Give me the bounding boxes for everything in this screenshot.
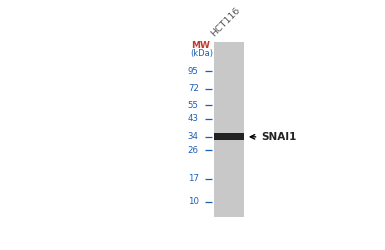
Text: 43: 43 [188, 114, 199, 124]
Text: SNAI1: SNAI1 [261, 132, 296, 142]
Bar [214, 133, 244, 140]
Text: MW: MW [191, 41, 209, 50]
Bar [214, 42, 244, 217]
Text: 95: 95 [188, 67, 199, 76]
Text: (kDa): (kDa) [191, 49, 214, 58]
Text: 72: 72 [188, 84, 199, 93]
Text: 17: 17 [188, 174, 199, 183]
Text: HCT116: HCT116 [209, 6, 242, 39]
Text: 34: 34 [188, 132, 199, 141]
Text: 26: 26 [188, 146, 199, 155]
Text: 10: 10 [188, 197, 199, 206]
Text: 55: 55 [188, 101, 199, 110]
